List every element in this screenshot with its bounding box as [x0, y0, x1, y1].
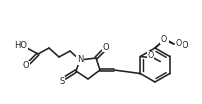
Text: O: O [175, 40, 181, 48]
Text: O: O [146, 51, 153, 61]
Text: O: O [160, 35, 166, 44]
Text: O: O [161, 35, 167, 43]
Text: O: O [23, 61, 29, 71]
Text: S: S [59, 77, 64, 85]
Text: HO: HO [14, 40, 27, 50]
Text: N: N [76, 56, 83, 64]
Text: O: O [181, 40, 188, 50]
Text: O: O [102, 43, 109, 51]
